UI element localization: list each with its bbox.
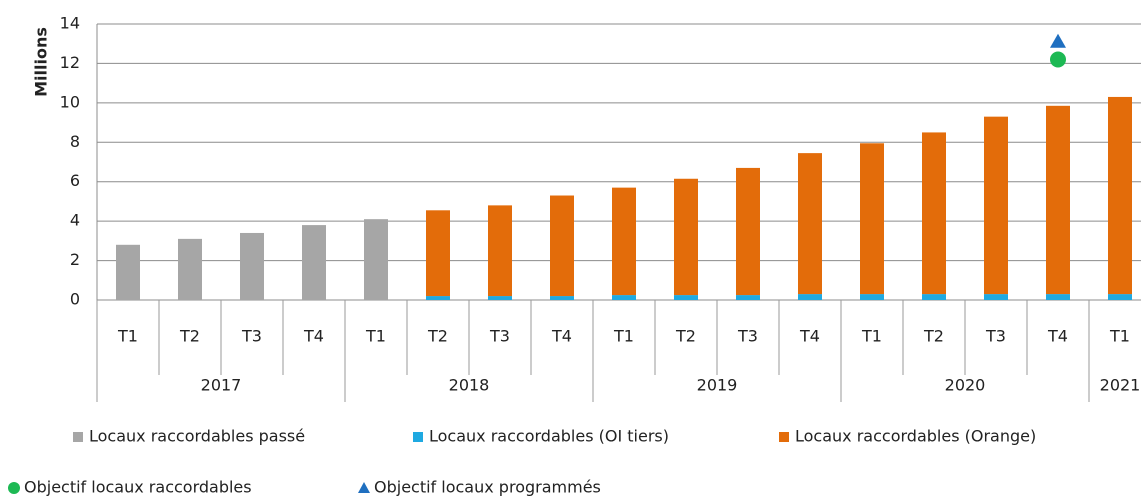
bar	[240, 232, 264, 300]
x-tick-label: T1	[1109, 327, 1130, 346]
bar	[426, 296, 450, 300]
bar	[612, 187, 636, 296]
bar	[674, 295, 698, 300]
group-label: 2020	[945, 376, 986, 395]
bar	[860, 294, 884, 300]
x-tick-label: T1	[861, 327, 882, 346]
legend-label: Objectif locaux programmés	[374, 478, 601, 497]
bar	[1046, 294, 1070, 300]
legend-swatch	[413, 432, 423, 442]
bar	[488, 296, 512, 300]
bar	[674, 178, 698, 296]
bar	[550, 195, 574, 297]
group-label: 2017	[201, 376, 242, 395]
bar	[488, 205, 512, 297]
bar	[1046, 105, 1070, 295]
group-label: 2018	[449, 376, 490, 395]
y-axis-label: Millions	[32, 27, 51, 97]
bar	[550, 296, 574, 300]
bar	[736, 167, 760, 296]
x-tick-label: T3	[241, 327, 262, 346]
bar	[612, 295, 636, 300]
legend-label: Locaux raccordables passé	[89, 427, 305, 446]
x-tick-label: T1	[613, 327, 634, 346]
bar	[116, 244, 140, 300]
bar	[178, 238, 202, 300]
group-label: 2021	[1100, 376, 1141, 395]
x-tick-label: T2	[427, 327, 448, 346]
y-tick-label: 2	[70, 250, 80, 269]
target-marker	[1050, 51, 1066, 68]
y-tick-label: 8	[70, 132, 80, 151]
y-tick-label: 4	[70, 211, 80, 230]
x-tick-label: T3	[737, 327, 758, 346]
group-label: 2019	[697, 376, 738, 395]
bar	[798, 153, 822, 295]
bar	[1108, 96, 1132, 295]
x-tick-label: T4	[551, 327, 572, 346]
bar	[984, 116, 1008, 295]
x-tick-label: T3	[985, 327, 1006, 346]
x-tick-label: T2	[923, 327, 944, 346]
bar	[922, 294, 946, 300]
y-tick-label: 12	[60, 53, 80, 72]
legend-swatch	[73, 432, 83, 442]
legend-label: Locaux raccordables (OI tiers)	[429, 427, 669, 446]
bar	[302, 225, 326, 300]
y-tick-label: 10	[60, 92, 80, 111]
bar	[984, 294, 1008, 300]
y-tick-label: 0	[70, 290, 80, 309]
x-tick-label: T4	[1047, 327, 1068, 346]
bar	[922, 132, 946, 295]
bar	[798, 294, 822, 300]
legend-swatch	[8, 482, 20, 494]
legend-label: Locaux raccordables (Orange)	[795, 427, 1036, 446]
bar	[364, 219, 388, 300]
bar	[426, 210, 450, 297]
x-tick-label: T1	[365, 327, 386, 346]
bar	[736, 295, 760, 300]
x-tick-label: T2	[179, 327, 200, 346]
x-tick-label: T4	[799, 327, 820, 346]
x-tick-label: T1	[117, 327, 138, 346]
y-tick-label: 14	[60, 14, 80, 33]
bar	[860, 143, 884, 295]
x-tick-label: T2	[675, 327, 696, 346]
legend-swatch	[358, 482, 370, 493]
bar	[1108, 294, 1132, 300]
legend-swatch	[779, 432, 789, 442]
x-tick-label: T4	[303, 327, 324, 346]
x-tick-label: T3	[489, 327, 510, 346]
y-tick-label: 6	[70, 171, 80, 190]
legend-label: Objectif locaux raccordables	[24, 478, 252, 497]
target-marker	[1050, 33, 1066, 48]
